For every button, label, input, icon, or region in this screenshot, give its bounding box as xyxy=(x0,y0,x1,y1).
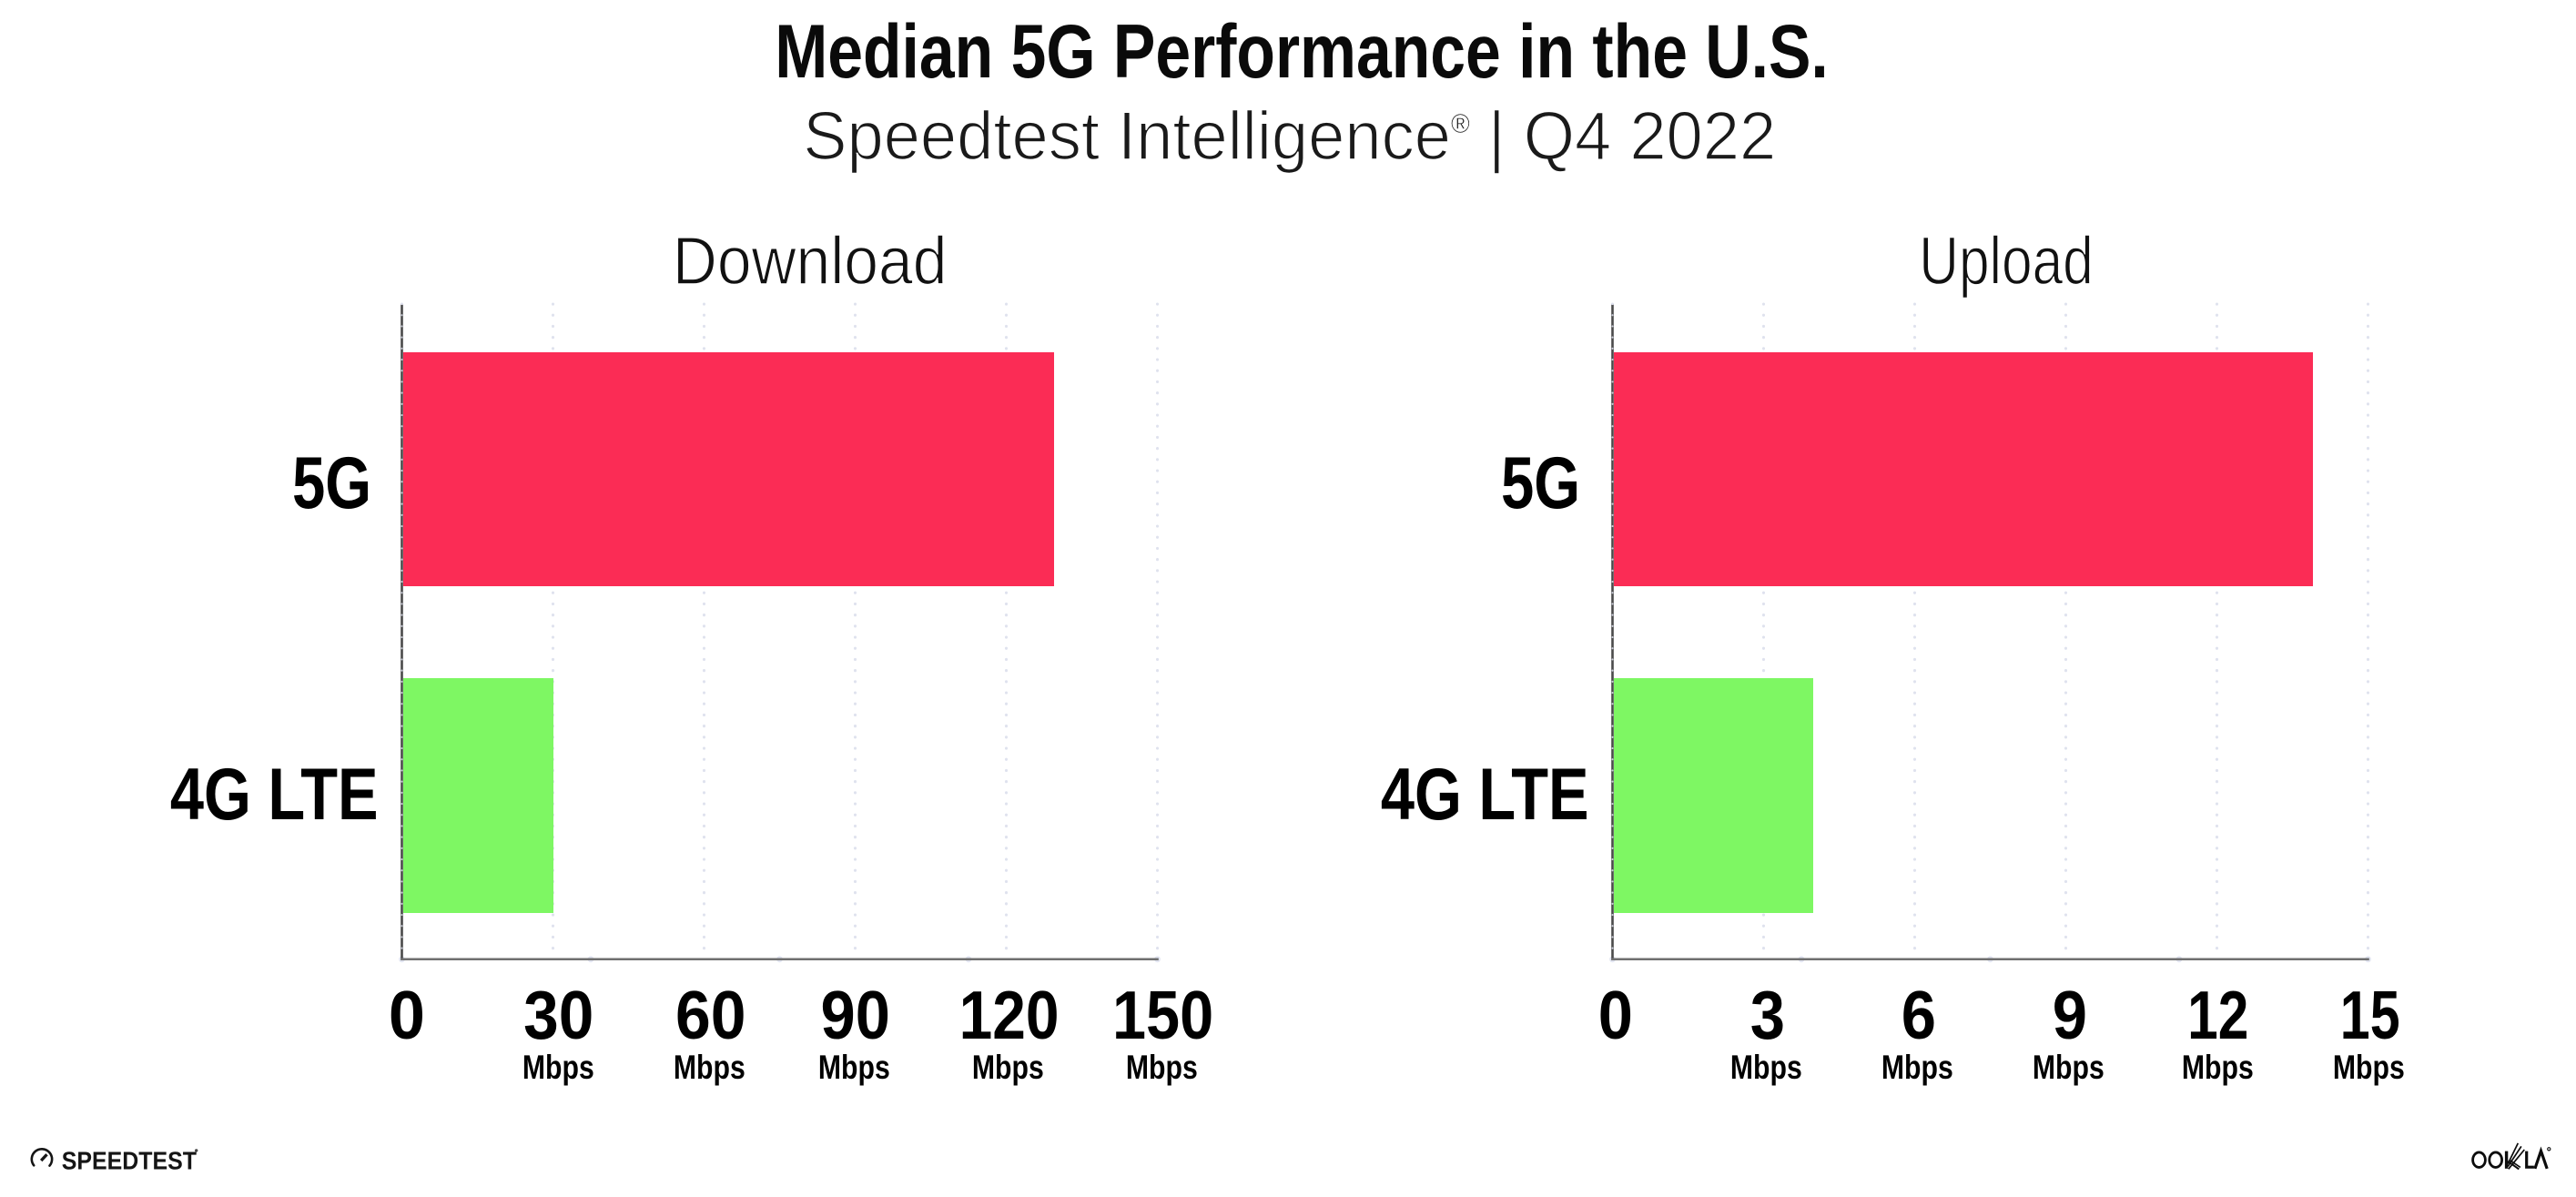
svg-text:SPEEDTEST: SPEEDTEST xyxy=(62,1146,197,1175)
